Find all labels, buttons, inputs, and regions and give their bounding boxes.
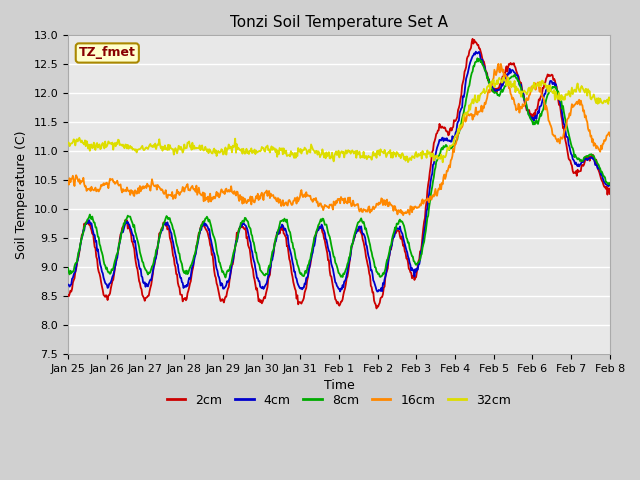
Y-axis label: Soil Temperature (C): Soil Temperature (C) bbox=[15, 131, 28, 259]
X-axis label: Time: Time bbox=[324, 379, 355, 393]
Text: TZ_fmet: TZ_fmet bbox=[79, 47, 136, 60]
Title: Tonzi Soil Temperature Set A: Tonzi Soil Temperature Set A bbox=[230, 15, 448, 30]
Legend: 2cm, 4cm, 8cm, 16cm, 32cm: 2cm, 4cm, 8cm, 16cm, 32cm bbox=[162, 389, 516, 412]
